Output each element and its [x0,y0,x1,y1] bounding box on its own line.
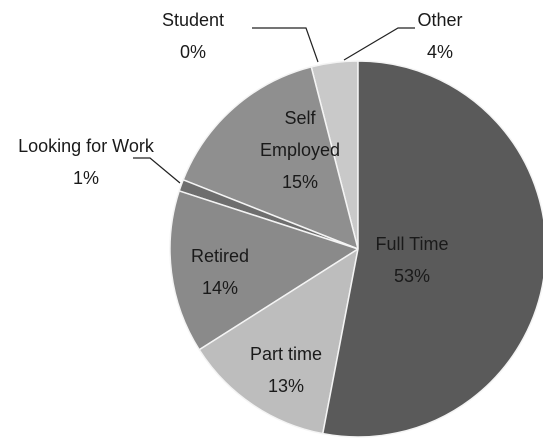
slice-label: Looking for Work 1% [16,130,156,194]
value-label: 1% [72,168,99,188]
category-label: Part time [249,344,323,364]
category-label: Retired [190,246,250,266]
leader-line [252,27,319,63]
value-label: 53% [393,266,431,286]
pie-slice [321,60,543,438]
value-label: 13% [267,376,305,396]
slice-label: Retired 14% [165,240,275,304]
category-label: Student [161,10,225,30]
slice-label: Full Time 53% [352,228,472,292]
value-label: 4% [426,42,453,62]
leader-line [133,157,181,184]
value-label: 14% [201,278,239,298]
pie-slice [198,247,360,435]
slice-label: Self Employed 15% [245,102,355,198]
category-label: Self Employed [259,108,341,160]
pie-slice [169,189,360,351]
category-label: Looking for Work [18,136,154,156]
slice-label: Part time 13% [226,338,346,402]
slice-label: Other 4% [400,4,480,68]
category-label: Full Time [375,234,449,254]
pie-slice [182,65,360,251]
category-label: Other [417,10,463,30]
slice-label: Student 0% [143,4,243,68]
leader-line [343,27,415,61]
value-label: 15% [281,172,319,192]
value-label: 0% [179,42,206,62]
